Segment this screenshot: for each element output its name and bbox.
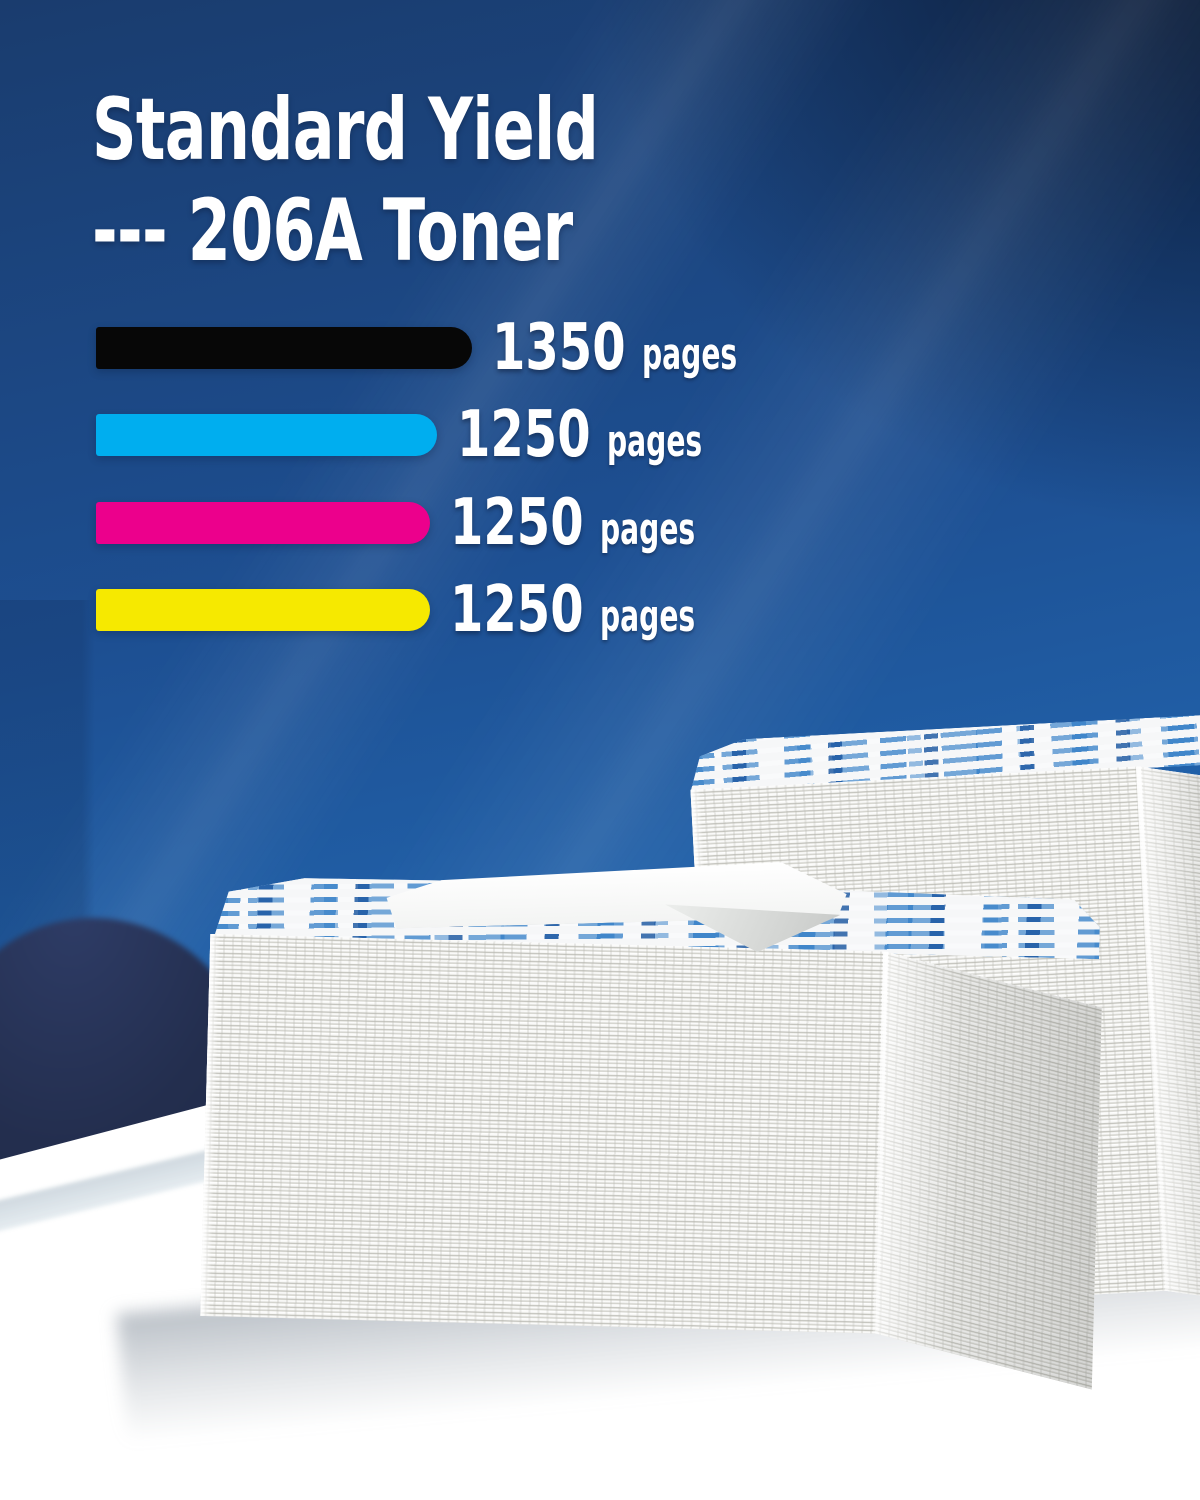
- yield-value: 1250: [450, 573, 584, 647]
- yield-label: 1250 pages: [450, 573, 749, 647]
- yield-value: 1250: [457, 398, 591, 472]
- yield-row-yellow: 1250 pages: [96, 573, 749, 647]
- yield-unit: pages: [607, 416, 703, 467]
- title-line-1: Standard Yield: [92, 80, 599, 180]
- yield-label: 1250 pages: [450, 486, 749, 560]
- yield-value: 1250: [450, 486, 584, 560]
- yield-bar-black: [96, 327, 472, 369]
- yield-bar-cyan: [96, 414, 437, 456]
- yield-bar-magenta: [96, 502, 430, 544]
- yield-unit: pages: [600, 504, 696, 555]
- yield-row-magenta: 1250 pages: [96, 486, 749, 560]
- yield-row-cyan: 1250 pages: [96, 398, 756, 472]
- yield-unit: pages: [600, 591, 696, 642]
- page-title: Standard Yield --- 206A Toner: [92, 80, 795, 282]
- yield-unit: pages: [642, 329, 738, 380]
- yield-label: 1350 pages: [492, 311, 791, 385]
- title-line-2: --- 206A Toner: [92, 181, 573, 281]
- yield-bar-yellow: [96, 589, 430, 631]
- yield-row-black: 1350 pages: [96, 311, 791, 385]
- yield-label: 1250 pages: [457, 398, 756, 472]
- yield-value: 1350: [492, 311, 626, 385]
